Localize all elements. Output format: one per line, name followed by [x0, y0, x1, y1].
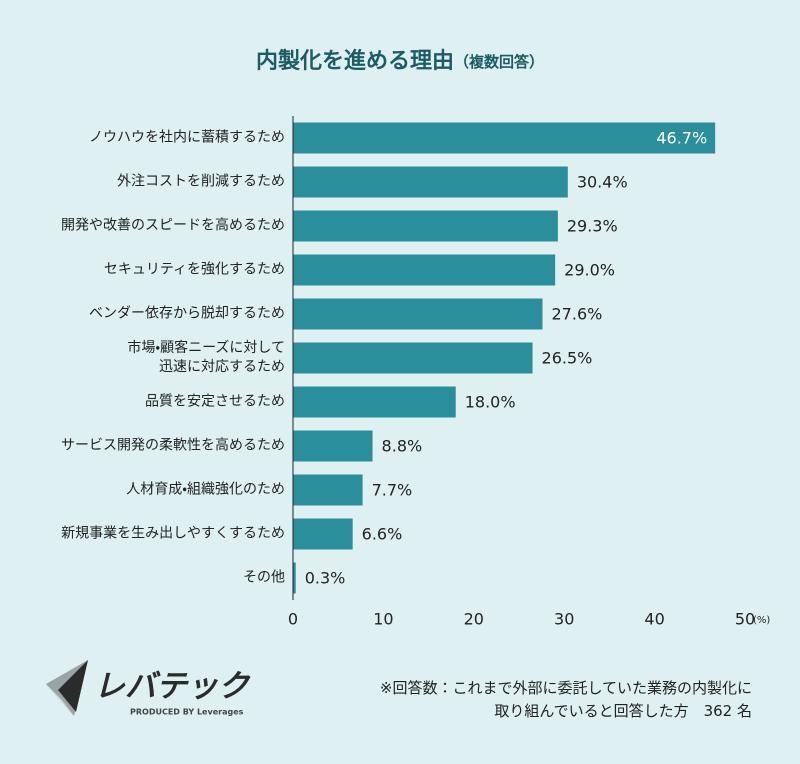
value-label: 7.7%: [372, 481, 413, 500]
bar: [293, 122, 716, 154]
x-tick-label: 30: [554, 610, 574, 629]
footnote: ※回答数：これまで外部に委託していた業務の内製化に 取り組んでいると回答した方 …: [379, 679, 752, 720]
value-label: 29.3%: [567, 217, 618, 236]
value-label: 6.6%: [362, 525, 403, 544]
value-label: 18.0%: [465, 393, 516, 412]
value-label: 8.8%: [382, 437, 423, 456]
bar: [293, 166, 568, 198]
x-axis-unit: (%): [753, 615, 770, 626]
x-tick-label: 0: [288, 610, 298, 629]
y-tick-label: セキュリティを強化するため: [103, 261, 285, 278]
logo-name: レバテック: [94, 669, 251, 705]
bar: [293, 386, 456, 418]
value-label: 29.0%: [564, 261, 615, 280]
bar: [293, 430, 373, 462]
value-label: 26.5%: [542, 349, 593, 368]
y-tick-label: 新規事業を生み出しやすくするため: [61, 525, 285, 542]
y-tick-label: 品質を安定させるため: [145, 393, 285, 410]
y-tick-label: ノウハウを社内に蓄積するため: [89, 129, 285, 146]
y-tick-label: その他: [243, 569, 285, 586]
y-tick-label: ベンダー依存から脱却するため: [89, 305, 285, 322]
x-tick-label: 40: [644, 610, 664, 629]
logo-tagline: PRODUCED BY Leverages: [130, 708, 244, 717]
y-tick-label: 開発や改善のスピードを高めるため: [61, 217, 285, 234]
bar: [293, 518, 353, 550]
value-label: 46.7%: [656, 129, 707, 148]
value-label: 27.6%: [552, 305, 603, 324]
bar: [293, 474, 363, 506]
x-tick-label: 20: [464, 610, 484, 629]
x-tick-label: 50: [735, 610, 755, 629]
chart-title: 内製化を進める理由（複数回答）: [256, 48, 544, 74]
value-label: 30.4%: [577, 173, 628, 192]
bar: [293, 298, 543, 330]
y-tick-label: 市場・顧客ニーズに対して 迅速に対応するため: [127, 340, 285, 375]
logo-mark: [46, 660, 88, 716]
subtitle: （複数回答）: [454, 53, 544, 71]
bar: [293, 210, 558, 242]
bar: [293, 342, 533, 374]
y-tick-label: 外注コストを削減するため: [117, 173, 285, 190]
bar: [293, 562, 296, 594]
title: 内製化を進める理由: [256, 48, 454, 74]
value-label: 0.3%: [305, 569, 346, 588]
y-tick-label: サービス開発の柔軟性を高めるため: [61, 437, 285, 454]
x-tick-label: 10: [373, 610, 393, 629]
y-tick-label: 人材育成・組織強化のため: [126, 481, 285, 498]
bar: [293, 254, 556, 286]
